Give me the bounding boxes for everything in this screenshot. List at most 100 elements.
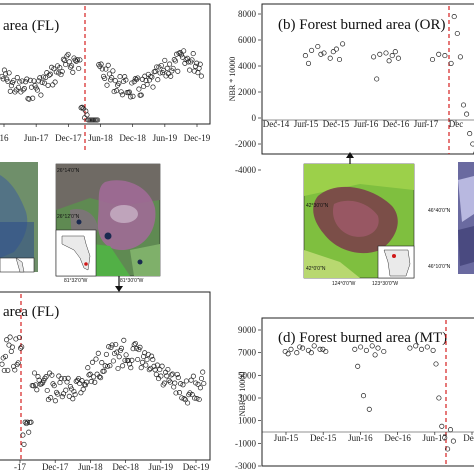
panel-fl-bottom-point bbox=[121, 337, 127, 343]
panel-or-xticks: Dec-14 Jun-15 Dec-15 Jun-16 Dec-16 Jun-17 Dec bbox=[263, 119, 464, 129]
panel-fl-bottom-point bbox=[101, 368, 107, 374]
panel-fl-top-point bbox=[126, 89, 132, 95]
panel-fl-bottom-point bbox=[169, 371, 176, 377]
panel-or-xtick-label: Dec bbox=[449, 119, 464, 129]
panel-fl-top-point bbox=[194, 60, 200, 66]
panel-mt-xtick-label: Dec-16 bbox=[384, 433, 411, 443]
panel-or-point bbox=[327, 55, 333, 61]
panel-mt-ytick-label: 5000 bbox=[238, 370, 257, 380]
panel-fl-top-point bbox=[8, 83, 14, 89]
panel-or-points bbox=[302, 14, 474, 154]
panel-fl-bottom-point bbox=[79, 378, 85, 384]
map-or-lon: 124°0'0"W bbox=[332, 281, 356, 287]
panel-mt-point bbox=[360, 393, 367, 399]
panel-fl-top-point bbox=[77, 57, 83, 63]
panel-or-xtick-label: Jun-15 bbox=[294, 119, 319, 129]
panel-fl-bottom-point bbox=[168, 372, 174, 378]
panel-fl-top-point bbox=[144, 81, 150, 88]
panel-mt-point bbox=[413, 343, 419, 349]
panel-fl-bottom-point bbox=[38, 381, 44, 387]
panel-fl-top-point bbox=[41, 80, 48, 86]
panel-fl-bottom-points bbox=[0, 334, 207, 447]
panel-fl-bottom-point bbox=[123, 352, 129, 358]
panel-or-point bbox=[315, 43, 321, 50]
panel-fl-top-point bbox=[106, 71, 112, 77]
panel-fl-bottom-point bbox=[89, 359, 96, 365]
map-or-lat-top: 42°30'0"N bbox=[306, 203, 329, 209]
panel-fl-top-frame bbox=[0, 3, 211, 125]
panel-fl-top-point bbox=[66, 59, 72, 65]
panel-fl-top-xticks: 16 Jun-17 Dec-17 Jun-18 Dec-18 Jun-19 Dec-19 bbox=[0, 124, 211, 143]
panel-or-xtick-label: Dec-15 bbox=[323, 119, 350, 129]
panel-fl-top-point bbox=[30, 95, 36, 101]
panel-fl-bottom-point bbox=[189, 392, 195, 398]
panel-fl-bottom-point bbox=[110, 358, 116, 364]
panel-fl-top-point bbox=[117, 74, 123, 80]
panel-or-ytick-label: -4000 bbox=[235, 165, 256, 175]
panel-mt-point bbox=[447, 427, 454, 433]
panel-fl-top-point bbox=[2, 71, 9, 77]
panel-fl-top-point bbox=[109, 75, 115, 81]
panel-mt-xtick-label: Dec- bbox=[463, 433, 474, 443]
panel-fl-top-point bbox=[57, 65, 63, 71]
panel-fl-top-point bbox=[23, 79, 29, 85]
panel-fl-bottom-point bbox=[194, 396, 200, 402]
panel-fl-bottom-point bbox=[154, 362, 160, 368]
panel-fl-top-point bbox=[1, 67, 7, 73]
panel-fl-top-point bbox=[19, 78, 25, 84]
panel-fl-top-point bbox=[27, 77, 33, 83]
panel-fl-bottom-point bbox=[105, 363, 111, 370]
panel-fl-top-point bbox=[181, 48, 187, 54]
panel-fl-bottom-point bbox=[19, 344, 25, 350]
panel-fl-top-point bbox=[178, 52, 184, 58]
panel-fl-bottom-point bbox=[49, 372, 55, 378]
map-or-lon2: 123°30'0"W bbox=[372, 281, 398, 287]
panel-fl-top-point bbox=[67, 64, 73, 70]
panel-fl-bottom-point bbox=[78, 390, 84, 396]
panel-fl-top-point bbox=[43, 74, 49, 80]
panel-fl-top-point bbox=[0, 76, 6, 82]
panel-mt-point bbox=[311, 343, 317, 349]
panel-or-point bbox=[470, 141, 474, 147]
panel-mt-xtick-label: Dec-15 bbox=[310, 433, 337, 443]
panel-fl-bottom-point bbox=[43, 374, 49, 380]
panel-mt-point bbox=[294, 350, 300, 356]
panel-mt-point bbox=[288, 346, 294, 352]
panel-fl-bottom-xtick-label: -17 bbox=[14, 462, 26, 472]
panel-mt-ytick-label: 7000 bbox=[238, 348, 257, 358]
panel-fl-bottom-point bbox=[178, 381, 184, 387]
panel-fl-bottom-point bbox=[15, 360, 21, 366]
panel-fl-bottom-point bbox=[149, 353, 155, 359]
panel-fl-top-point bbox=[26, 96, 32, 102]
panel-fl-top-point bbox=[79, 104, 85, 110]
panel-fl-bottom-point bbox=[116, 354, 122, 360]
panel-fl-top-xtick-label: Jun-17 bbox=[24, 133, 49, 143]
panel-fl-top-point bbox=[128, 94, 134, 100]
panel-fl-bottom-xtick-label: Dec-19 bbox=[183, 462, 210, 472]
panel-mt-point bbox=[418, 346, 425, 352]
panel-fl-top-point bbox=[152, 68, 158, 75]
panel-mt-point bbox=[300, 345, 306, 351]
panel-or-xtick-label: Dec-16 bbox=[383, 119, 410, 129]
panel-mt-point bbox=[372, 352, 378, 358]
panel-fl-bottom-point bbox=[132, 340, 138, 347]
panel-fl-top-point bbox=[155, 77, 161, 83]
panel-fl-bottom-point bbox=[99, 360, 105, 366]
panel-fl-bottom-point bbox=[176, 390, 183, 396]
panel-mt-xtick-label: Jun-15 bbox=[274, 433, 299, 443]
panel-mt-ytick-label: -1000 bbox=[235, 438, 256, 448]
panel-or-ytick-label: 2000 bbox=[238, 87, 257, 97]
panel-fl-bottom-point bbox=[120, 363, 126, 369]
panel-fl-bottom-point bbox=[165, 366, 171, 373]
panel-mt-point bbox=[308, 350, 314, 356]
panel-fl-bottom-point bbox=[1, 367, 7, 374]
panel-fl-bottom-point bbox=[62, 376, 68, 382]
panel-fl-bottom-point bbox=[8, 348, 14, 354]
panel-fl-top-point bbox=[52, 79, 58, 85]
panel-fl-top-point bbox=[70, 69, 76, 75]
panel-or-frame bbox=[261, 3, 474, 155]
panel-fl-top-point bbox=[133, 77, 140, 83]
panel-fl-bottom-xtick-label: Dec-17 bbox=[42, 462, 69, 472]
panel-fl-top-point bbox=[136, 86, 142, 92]
panel-mt-point bbox=[282, 348, 288, 355]
